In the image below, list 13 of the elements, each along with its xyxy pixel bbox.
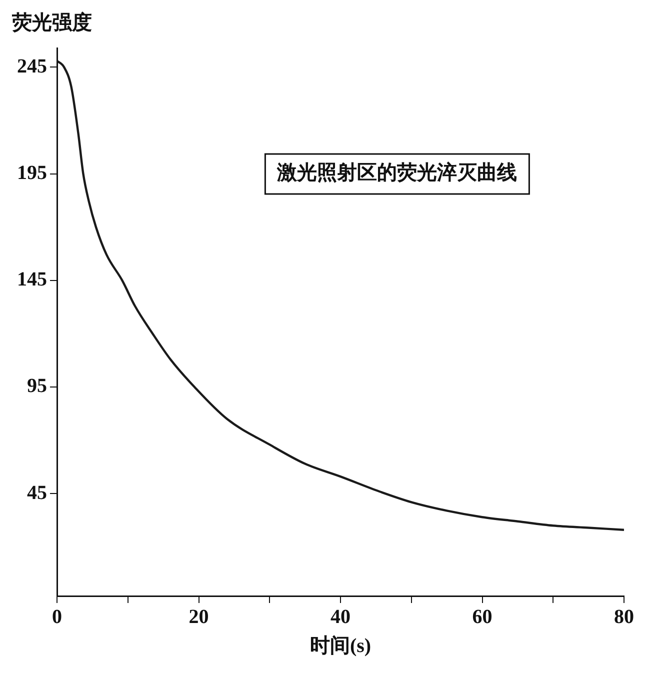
y-tick-label: 95 xyxy=(27,375,47,398)
x-tick-label: 0 xyxy=(52,606,62,628)
y-tick-label: 245 xyxy=(17,55,47,78)
y-tick-label: 145 xyxy=(17,268,47,291)
x-tick-label: 80 xyxy=(614,606,634,628)
y-tick-label: 195 xyxy=(17,162,47,184)
y-axis-title: 荧光强度 xyxy=(11,11,92,34)
x-tick-label: 60 xyxy=(472,606,492,628)
x-tick-label: 20 xyxy=(188,606,209,628)
x-axis-title: 时间(s) xyxy=(310,635,372,658)
y-tick-label: 45 xyxy=(27,482,47,504)
annotation: 激光照射区的荧光淬灭曲线 xyxy=(276,161,518,184)
x-tick-label: 40 xyxy=(330,606,350,628)
